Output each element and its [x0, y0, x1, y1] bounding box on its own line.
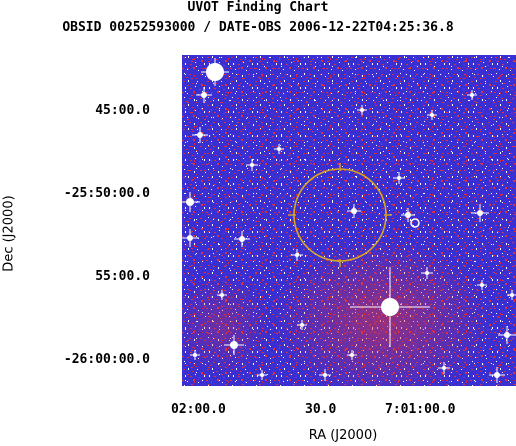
- star: [291, 249, 303, 261]
- star: [347, 204, 361, 218]
- star: [257, 370, 267, 380]
- star: [224, 335, 244, 355]
- star: [427, 110, 437, 120]
- dec-tick-1: 45:00.0: [95, 103, 150, 118]
- star: [201, 58, 229, 86]
- star: [489, 367, 505, 383]
- star: [234, 231, 250, 247]
- sky-image-svg: [182, 55, 516, 386]
- dec-tick-2: -25:50:00.0: [63, 186, 150, 201]
- ra-tick-3: 7:01:00.0: [385, 402, 456, 417]
- x-axis-label: RA (J2000): [308, 428, 378, 443]
- star: [182, 229, 199, 247]
- star-field: [182, 58, 516, 383]
- star: [477, 280, 487, 290]
- star: [190, 350, 200, 360]
- star: [421, 267, 433, 279]
- dec-tick-3: 55:00.0: [95, 269, 150, 284]
- error-circle-ticks: [288, 163, 392, 267]
- star: [192, 127, 208, 143]
- star: [196, 87, 212, 103]
- chart-subtitle: OBSID 00252593000 / DATE-OBS 2006-12-22T…: [62, 20, 454, 35]
- nebular-glow: [272, 240, 492, 386]
- star: [274, 144, 284, 154]
- ra-tick-2: 30.0: [305, 402, 337, 417]
- sky-image: [182, 55, 516, 386]
- star: [498, 326, 516, 344]
- star: [319, 369, 331, 381]
- y-axis-label: Dec (J2000): [1, 195, 17, 272]
- star: [357, 105, 367, 115]
- dec-tick-4: -26:00:00.0: [63, 352, 150, 367]
- star: [438, 362, 450, 374]
- star: [217, 290, 227, 300]
- star: [297, 320, 307, 330]
- star: [246, 159, 258, 171]
- target-marker: [410, 218, 420, 228]
- nebular-glow-left: [182, 275, 272, 375]
- star: [467, 90, 477, 100]
- star: [471, 204, 489, 222]
- star: [347, 350, 357, 360]
- star: [350, 267, 430, 347]
- star: [393, 172, 405, 184]
- ra-tick-1: 02:00.0: [171, 402, 226, 417]
- star: [182, 192, 200, 212]
- star: [401, 208, 415, 222]
- star: [507, 290, 516, 300]
- chart-title: UVOT Finding Chart: [187, 0, 329, 15]
